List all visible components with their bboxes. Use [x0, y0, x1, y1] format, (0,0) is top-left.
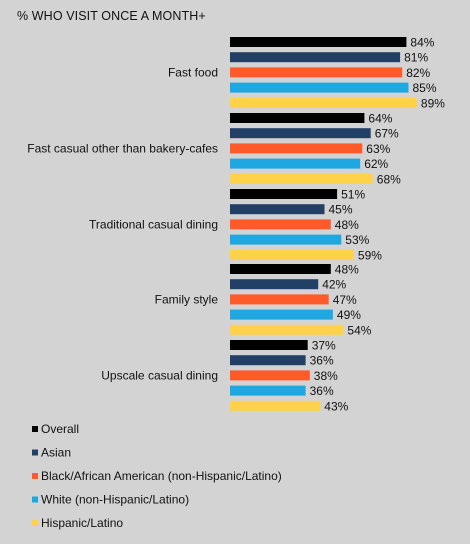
- bar-value-label: 36%: [310, 354, 334, 368]
- bar: [230, 173, 373, 184]
- bar: [230, 370, 310, 381]
- bar-value-label: 67%: [375, 127, 399, 141]
- bar-value-label: 45%: [329, 203, 353, 217]
- bar: [230, 340, 308, 350]
- bar-value-label: 59%: [358, 248, 382, 262]
- bar: [230, 279, 319, 290]
- bar: [230, 309, 333, 320]
- bar: [230, 219, 331, 230]
- bar-value-label: 36%: [310, 384, 334, 398]
- bar: [230, 204, 325, 215]
- legend-label: White (non-Hispanic/Latino): [41, 493, 189, 507]
- bar-value-label: 38%: [314, 369, 338, 383]
- bar-value-label: 54%: [347, 323, 371, 337]
- bar: [230, 158, 361, 169]
- bar: [230, 97, 417, 108]
- bar: [230, 385, 306, 396]
- bar: [230, 128, 371, 139]
- bar: [230, 294, 329, 305]
- bar-value-label: 81%: [404, 51, 428, 65]
- bar-value-label: 89%: [421, 96, 445, 110]
- bar: [230, 82, 409, 93]
- bar-value-label: 84%: [410, 36, 434, 50]
- legend-label: Overall: [41, 422, 79, 436]
- legend-label: Black/African American (non-Hispanic/Lat…: [41, 469, 282, 483]
- legend-swatch: [32, 473, 38, 479]
- legend-swatch: [32, 520, 38, 526]
- category-label: Upscale casual dining: [101, 368, 218, 382]
- bar: [230, 37, 407, 47]
- bar-value-label: 64%: [368, 112, 392, 126]
- category-label: Family style: [155, 292, 219, 306]
- legend-swatch: [32, 426, 38, 432]
- bar-value-label: 51%: [341, 188, 365, 202]
- bar-value-label: 68%: [377, 172, 401, 186]
- bar: [230, 400, 321, 411]
- bar-value-label: 42%: [322, 278, 346, 292]
- bar: [230, 189, 338, 199]
- category-label: Fast food: [168, 65, 218, 79]
- category-label: Traditional casual dining: [89, 217, 218, 231]
- legend-label: Hispanic/Latino: [41, 516, 123, 530]
- bar-value-label: 48%: [335, 218, 359, 232]
- legend-label: Asian: [41, 446, 71, 460]
- bar: [230, 264, 331, 274]
- bar-value-label: 63%: [366, 142, 390, 156]
- bar-value-label: 82%: [406, 66, 430, 80]
- bar: [230, 52, 401, 63]
- bar-value-label: 43%: [324, 399, 348, 413]
- bar-value-label: 47%: [333, 293, 357, 307]
- chart-title: % WHO VISIT ONCE A MONTH+: [17, 9, 206, 23]
- bar: [230, 113, 365, 123]
- legend-swatch: [32, 449, 38, 456]
- legend-swatch: [32, 496, 38, 503]
- bar-value-label: 53%: [345, 233, 369, 247]
- bar-value-label: 49%: [337, 308, 361, 322]
- bar: [230, 67, 403, 78]
- bar-value-label: 85%: [413, 81, 437, 95]
- category-label: Fast casual other than bakery-cafes: [27, 141, 218, 155]
- bar-value-label: 62%: [364, 157, 388, 171]
- bar-value-label: 37%: [312, 339, 336, 353]
- bar: [230, 143, 363, 154]
- bar-value-label: 48%: [335, 263, 359, 277]
- bar: [230, 249, 354, 260]
- bar: [230, 324, 344, 335]
- bar: [230, 234, 342, 245]
- bar: [230, 355, 306, 366]
